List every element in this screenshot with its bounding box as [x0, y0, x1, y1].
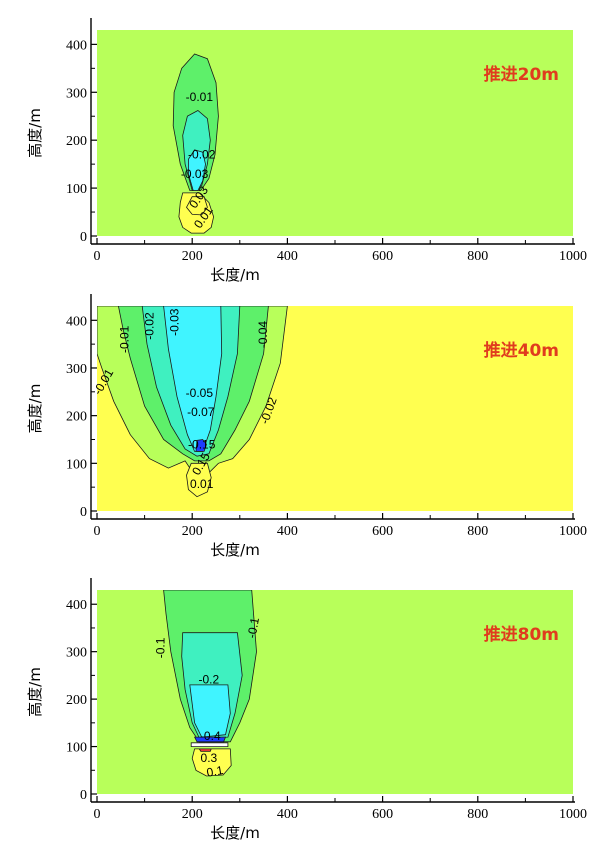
y-tick-label: 100 [66, 182, 87, 197]
contour-fills [172, 53, 219, 234]
contour-label: -0.03 [168, 308, 182, 336]
contour-label: -0.01 [186, 90, 214, 104]
x-tick-label: 200 [182, 807, 203, 822]
x-tick-label: 600 [372, 249, 393, 264]
contour-label: -0.2 [199, 672, 220, 686]
contour-region-4 [188, 149, 206, 191]
x-tick-label: 800 [467, 524, 488, 539]
x-axis-title: 长度/m [210, 824, 260, 842]
x-tick-label: 600 [372, 807, 393, 822]
x-tick-label: 200 [182, 524, 203, 539]
contour-label: -0.03 [181, 167, 209, 181]
x-tick-label: 0 [94, 807, 101, 822]
contour-label: -0.05 [186, 386, 214, 400]
x-tick-label: 200 [182, 249, 203, 264]
panel-label: 推进40m [484, 340, 559, 361]
contour-label: -0.07 [187, 405, 215, 419]
plot-background [97, 30, 573, 236]
y-tick-label: 300 [66, 646, 87, 661]
contour-fills [97, 306, 288, 498]
x-tick-label: 800 [467, 249, 488, 264]
y-tick-label: 200 [66, 693, 87, 708]
contour-region-7 [198, 748, 212, 752]
contour-label: 0.01 [190, 477, 214, 491]
contour-label: -0.15 [188, 437, 216, 451]
y-tick-label: 200 [66, 410, 87, 425]
y-tick-label: 400 [66, 314, 87, 329]
panel-1: -0.01-0.02-0.030.030.010 200 400 600 800 1000… [26, 18, 587, 284]
contour-label: -0.1 [245, 616, 262, 639]
y-tick-label: 0 [80, 788, 87, 803]
x-tick-label: 400 [277, 807, 298, 822]
contour-region-1 [191, 748, 232, 777]
x-tick-label: 400 [277, 524, 298, 539]
contour-region-5 [193, 736, 227, 743]
x-tick-label: 1000 [559, 524, 587, 539]
contour-region-4 [189, 684, 231, 738]
contour-label: -0.02 [188, 148, 216, 162]
x-tick-label: 800 [467, 807, 488, 822]
y-tick-label: 300 [66, 86, 87, 101]
y-axis-title: 高度/m [26, 667, 44, 717]
contour-region-6 [190, 742, 229, 747]
x-tick-label: 1000 [559, 249, 587, 264]
panel-label: 推进80m [484, 624, 559, 645]
y-axis-title: 高度/m [26, 384, 44, 434]
contour-region-5 [195, 439, 207, 452]
y-tick-label: 0 [80, 230, 87, 245]
panel-label: 推进20m [484, 64, 559, 85]
x-axis-title: 长度/m [210, 266, 260, 284]
contour-region-5 [186, 196, 208, 216]
panel-2: -0.01 -0.02 -0.03 -0.04-0.02-0.01 -0.05-0.07… [26, 294, 587, 559]
y-tick-label: 300 [66, 362, 87, 377]
contour-label: 0.3 [201, 751, 218, 765]
y-tick-label: 100 [66, 457, 87, 472]
contour-label: -0.01 [118, 325, 132, 353]
y-tick-label: 0 [80, 505, 87, 520]
panel-3: -0.1 -0.1 -0.2 -0.4 0.30.1 0 200 400 600 800 1000 0… [26, 578, 587, 842]
contour-label: 0.1 [205, 763, 224, 780]
contour-label: -0.04 [256, 321, 270, 349]
y-tick-label: 200 [66, 134, 87, 149]
y-tick-label: 100 [66, 741, 87, 756]
y-axis-title: 高度/m [26, 108, 44, 158]
x-axis-title: 长度/m [210, 541, 260, 559]
x-tick-label: 600 [372, 524, 393, 539]
contour-label: -0.1 [153, 637, 167, 658]
x-tick-label: 400 [277, 249, 298, 264]
contour-label: -0.02 [142, 312, 156, 340]
x-tick-label: 1000 [559, 807, 587, 822]
contour-label: -0.4 [200, 729, 221, 743]
y-tick-label: 400 [66, 38, 87, 53]
y-tick-label: 400 [66, 598, 87, 613]
x-tick-label: 0 [94, 249, 101, 264]
contour-region-6 [186, 462, 212, 498]
x-tick-label: 0 [94, 524, 101, 539]
contour-fills [163, 590, 257, 777]
